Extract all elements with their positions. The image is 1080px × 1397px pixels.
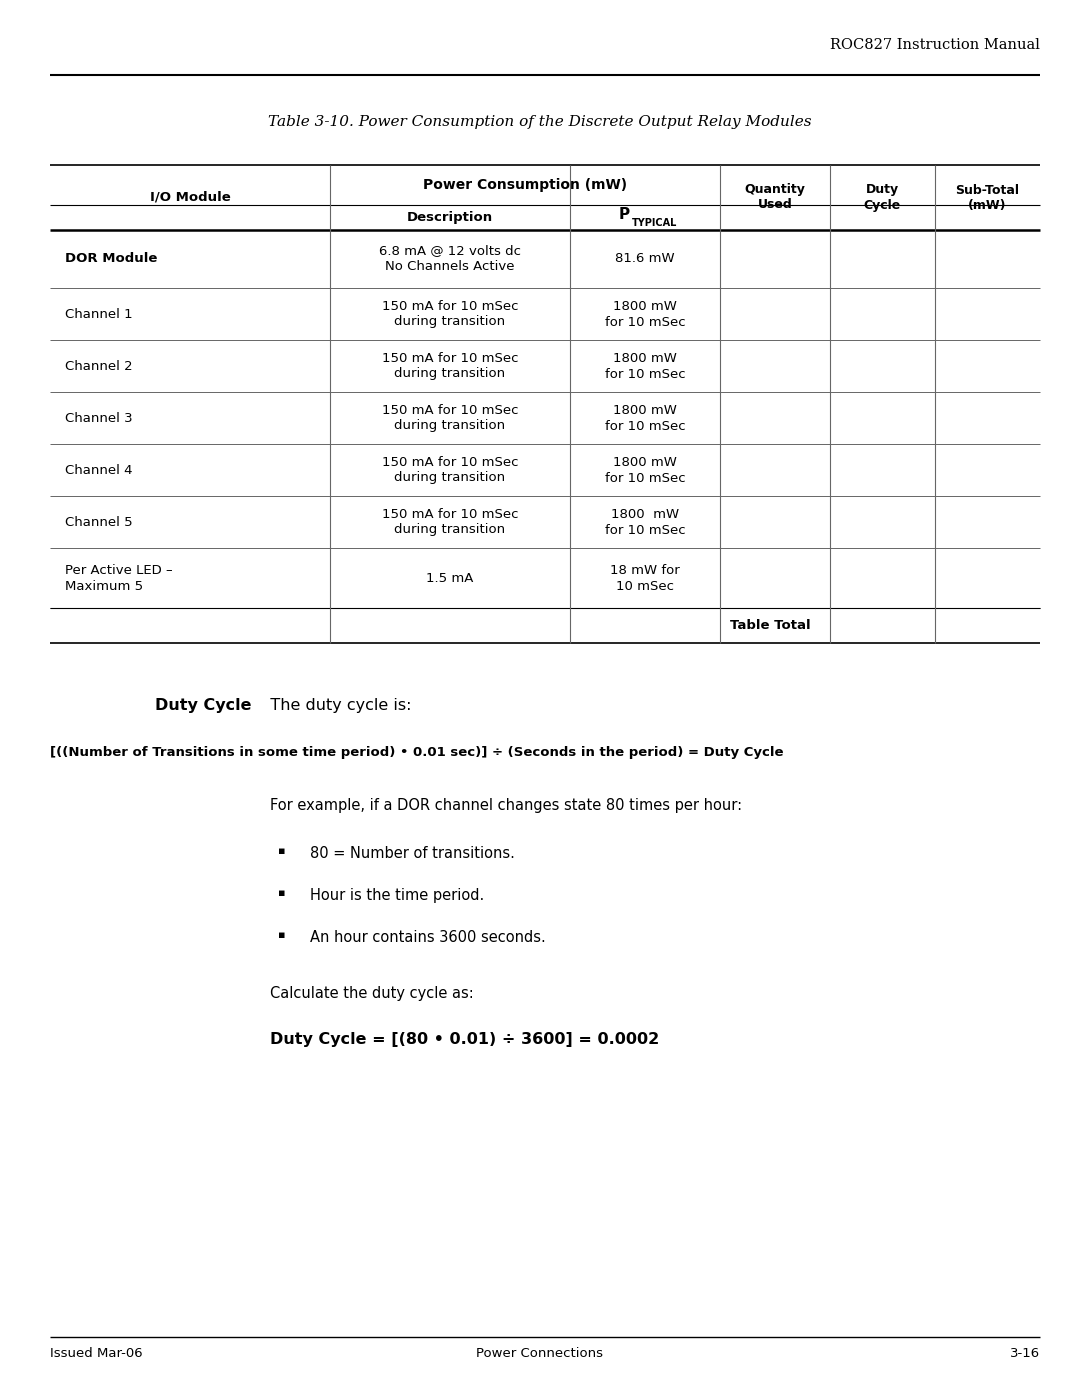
Text: 6.8 mA @ 12 volts dc
No Channels Active: 6.8 mA @ 12 volts dc No Channels Active [379,244,521,274]
Text: DOR Module: DOR Module [65,253,158,265]
Text: Issued Mar-06: Issued Mar-06 [50,1347,143,1361]
Text: 18 mW for
10 mSec: 18 mW for 10 mSec [610,563,680,592]
Text: 1800  mW
for 10 mSec: 1800 mW for 10 mSec [605,507,686,536]
Text: The duty cycle is:: The duty cycle is: [255,698,411,712]
Text: Table Total: Table Total [730,619,811,631]
Text: Per Active LED –
Maximum 5: Per Active LED – Maximum 5 [65,563,173,592]
Text: 3-16: 3-16 [1010,1347,1040,1361]
Text: Duty Cycle: Duty Cycle [156,698,252,712]
Text: Sub-Total
(mW): Sub-Total (mW) [955,183,1020,211]
Text: Table 3-10. Power Consumption of the Discrete Output Relay Modules: Table 3-10. Power Consumption of the Dis… [268,115,812,129]
Text: Calculate the duty cycle as:: Calculate the duty cycle as: [270,986,474,1002]
Text: Duty
Cycle: Duty Cycle [863,183,901,211]
Text: TYPICAL: TYPICAL [632,218,677,228]
Text: Channel 5: Channel 5 [65,515,133,528]
Text: 1800 mW
for 10 mSec: 1800 mW for 10 mSec [605,455,686,485]
Text: Quantity
Used: Quantity Used [744,183,806,211]
Text: I/O Module: I/O Module [150,191,230,204]
Text: ROC827 Instruction Manual: ROC827 Instruction Manual [831,38,1040,52]
Text: 150 mA for 10 mSec
during transition: 150 mA for 10 mSec during transition [381,352,518,380]
Text: 150 mA for 10 mSec
during transition: 150 mA for 10 mSec during transition [381,507,518,536]
Text: Duty Cycle = [(80 • 0.01) ÷ 3600] = 0.0002: Duty Cycle = [(80 • 0.01) ÷ 3600] = 0.00… [270,1032,659,1046]
Text: For example, if a DOR channel changes state 80 times per hour:: For example, if a DOR channel changes st… [270,798,742,813]
Text: Channel 4: Channel 4 [65,464,133,476]
Text: Description: Description [407,211,494,224]
Text: 1.5 mA: 1.5 mA [427,571,474,584]
Text: P: P [619,207,630,222]
Text: 1800 mW
for 10 mSec: 1800 mW for 10 mSec [605,404,686,433]
Text: 1800 mW
for 10 mSec: 1800 mW for 10 mSec [605,352,686,380]
Text: Power Consumption (mW): Power Consumption (mW) [423,177,627,191]
Text: ▪: ▪ [278,847,285,856]
Text: 150 mA for 10 mSec
during transition: 150 mA for 10 mSec during transition [381,299,518,328]
Text: Channel 2: Channel 2 [65,359,133,373]
Text: 80 = Number of transitions.: 80 = Number of transitions. [310,847,515,861]
Text: Power Connections: Power Connections [476,1347,604,1361]
Text: 150 mA for 10 mSec
during transition: 150 mA for 10 mSec during transition [381,404,518,433]
Text: Channel 1: Channel 1 [65,307,133,320]
Text: 81.6 mW: 81.6 mW [616,253,675,265]
Text: ▪: ▪ [278,930,285,940]
Text: 150 mA for 10 mSec
during transition: 150 mA for 10 mSec during transition [381,455,518,485]
Text: [((Number of Transitions in some time period) • 0.01 sec)] ÷ (Seconds in the per: [((Number of Transitions in some time pe… [50,746,783,759]
Text: Hour is the time period.: Hour is the time period. [310,888,484,902]
Text: ▪: ▪ [278,888,285,898]
Text: 1800 mW
for 10 mSec: 1800 mW for 10 mSec [605,299,686,328]
Text: An hour contains 3600 seconds.: An hour contains 3600 seconds. [310,930,545,944]
Text: Channel 3: Channel 3 [65,412,133,425]
